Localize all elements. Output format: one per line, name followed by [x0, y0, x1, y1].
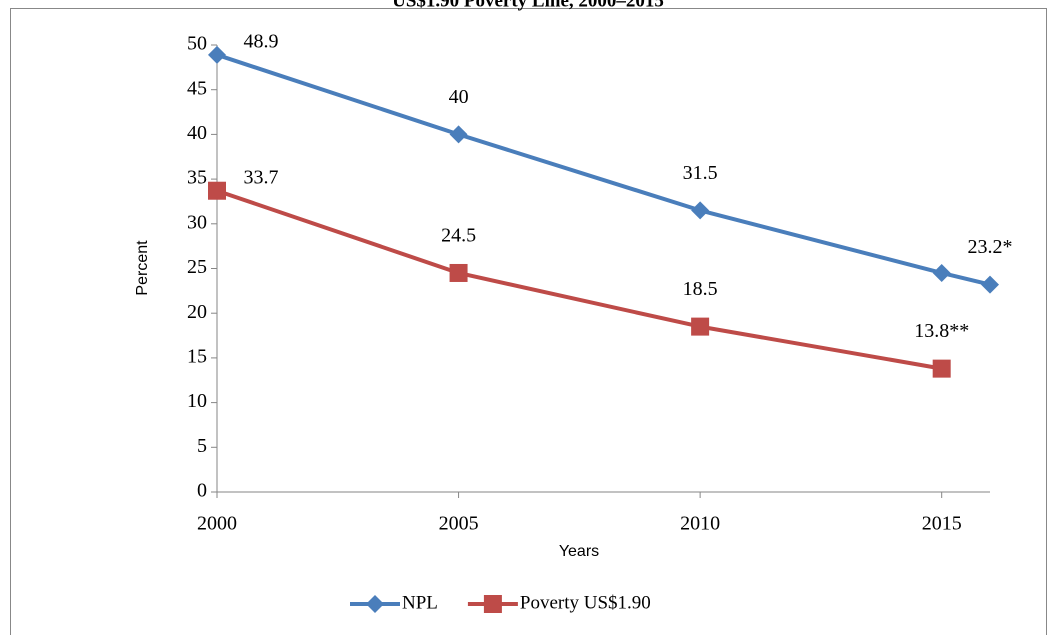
x-axis-label: Years — [559, 543, 599, 560]
x-tick-label: 2015 — [922, 513, 962, 535]
data-label: 31.5 — [683, 162, 718, 184]
legend-label: Poverty US$1.90 — [520, 592, 651, 613]
marker — [981, 275, 999, 294]
legend-label: NPL — [402, 592, 438, 613]
data-label: 40 — [449, 86, 469, 108]
x-tick-label: 2005 — [439, 513, 479, 535]
data-label: 33.7 — [244, 166, 279, 188]
data-label: 23.2* — [968, 236, 1013, 258]
y-tick-label: 25 — [187, 256, 207, 278]
data-label: 18.5 — [683, 278, 718, 300]
data-label: 24.5 — [441, 225, 476, 247]
series-line — [216, 52, 991, 287]
marker — [208, 181, 226, 200]
y-tick-label: 50 — [187, 33, 207, 55]
marker — [932, 263, 951, 282]
marker — [449, 263, 468, 282]
x-tick-label: 2010 — [680, 513, 720, 535]
chart-frame — [10, 8, 1047, 635]
y-tick-label: 45 — [187, 77, 207, 99]
marker — [932, 359, 951, 378]
data-label: 48.9 — [244, 30, 279, 52]
series-line — [216, 188, 943, 371]
data-label: 13.8** — [914, 320, 969, 342]
marker — [366, 595, 384, 613]
marker — [691, 201, 710, 220]
y-tick-label: 0 — [197, 480, 207, 502]
y-tick-label: 40 — [187, 122, 207, 144]
y-tick-label: 5 — [197, 435, 207, 457]
y-tick-label: 15 — [187, 345, 207, 367]
marker — [208, 45, 226, 64]
y-tick-label: 20 — [187, 301, 207, 323]
marker — [483, 595, 502, 613]
marker — [691, 317, 710, 336]
y-tick-label: 10 — [187, 390, 207, 412]
marker — [449, 125, 468, 144]
y-tick-label: 30 — [187, 211, 207, 233]
chart-title: US$1.90 Poverty Line, 2000–2015 — [392, 0, 664, 11]
x-tick-label: 2000 — [197, 513, 237, 535]
y-axis-label: Percent — [134, 240, 151, 296]
y-tick-label: 35 — [187, 167, 207, 189]
